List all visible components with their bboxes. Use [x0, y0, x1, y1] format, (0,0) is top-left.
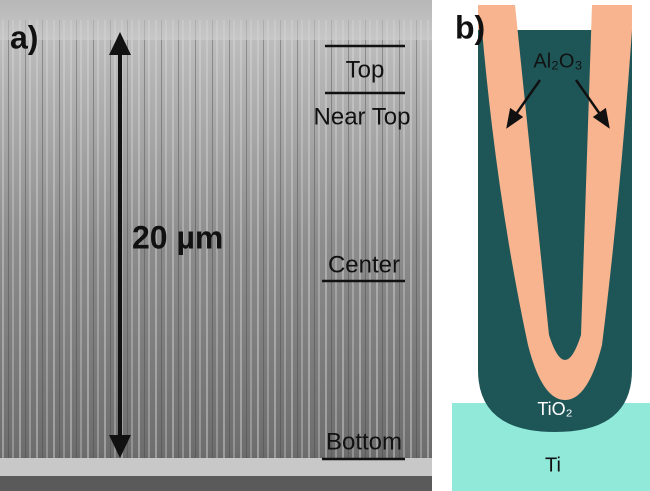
scale-label: 20 µm [132, 219, 223, 255]
level-label: Top [346, 56, 385, 83]
panel-label: a) [10, 19, 38, 55]
level-label: Bottom [326, 428, 402, 455]
coating-label: Al₂O₃ [533, 50, 582, 72]
figure: a) 20 µm Top Near Top Center Bottom b) A… [0, 0, 650, 491]
level-label: Center [328, 251, 400, 278]
panel-label: b) [455, 9, 485, 45]
substrate-label: Ti [545, 454, 561, 476]
level-label: Near Top [314, 103, 411, 130]
tube-label: TiO₂ [537, 399, 572, 419]
